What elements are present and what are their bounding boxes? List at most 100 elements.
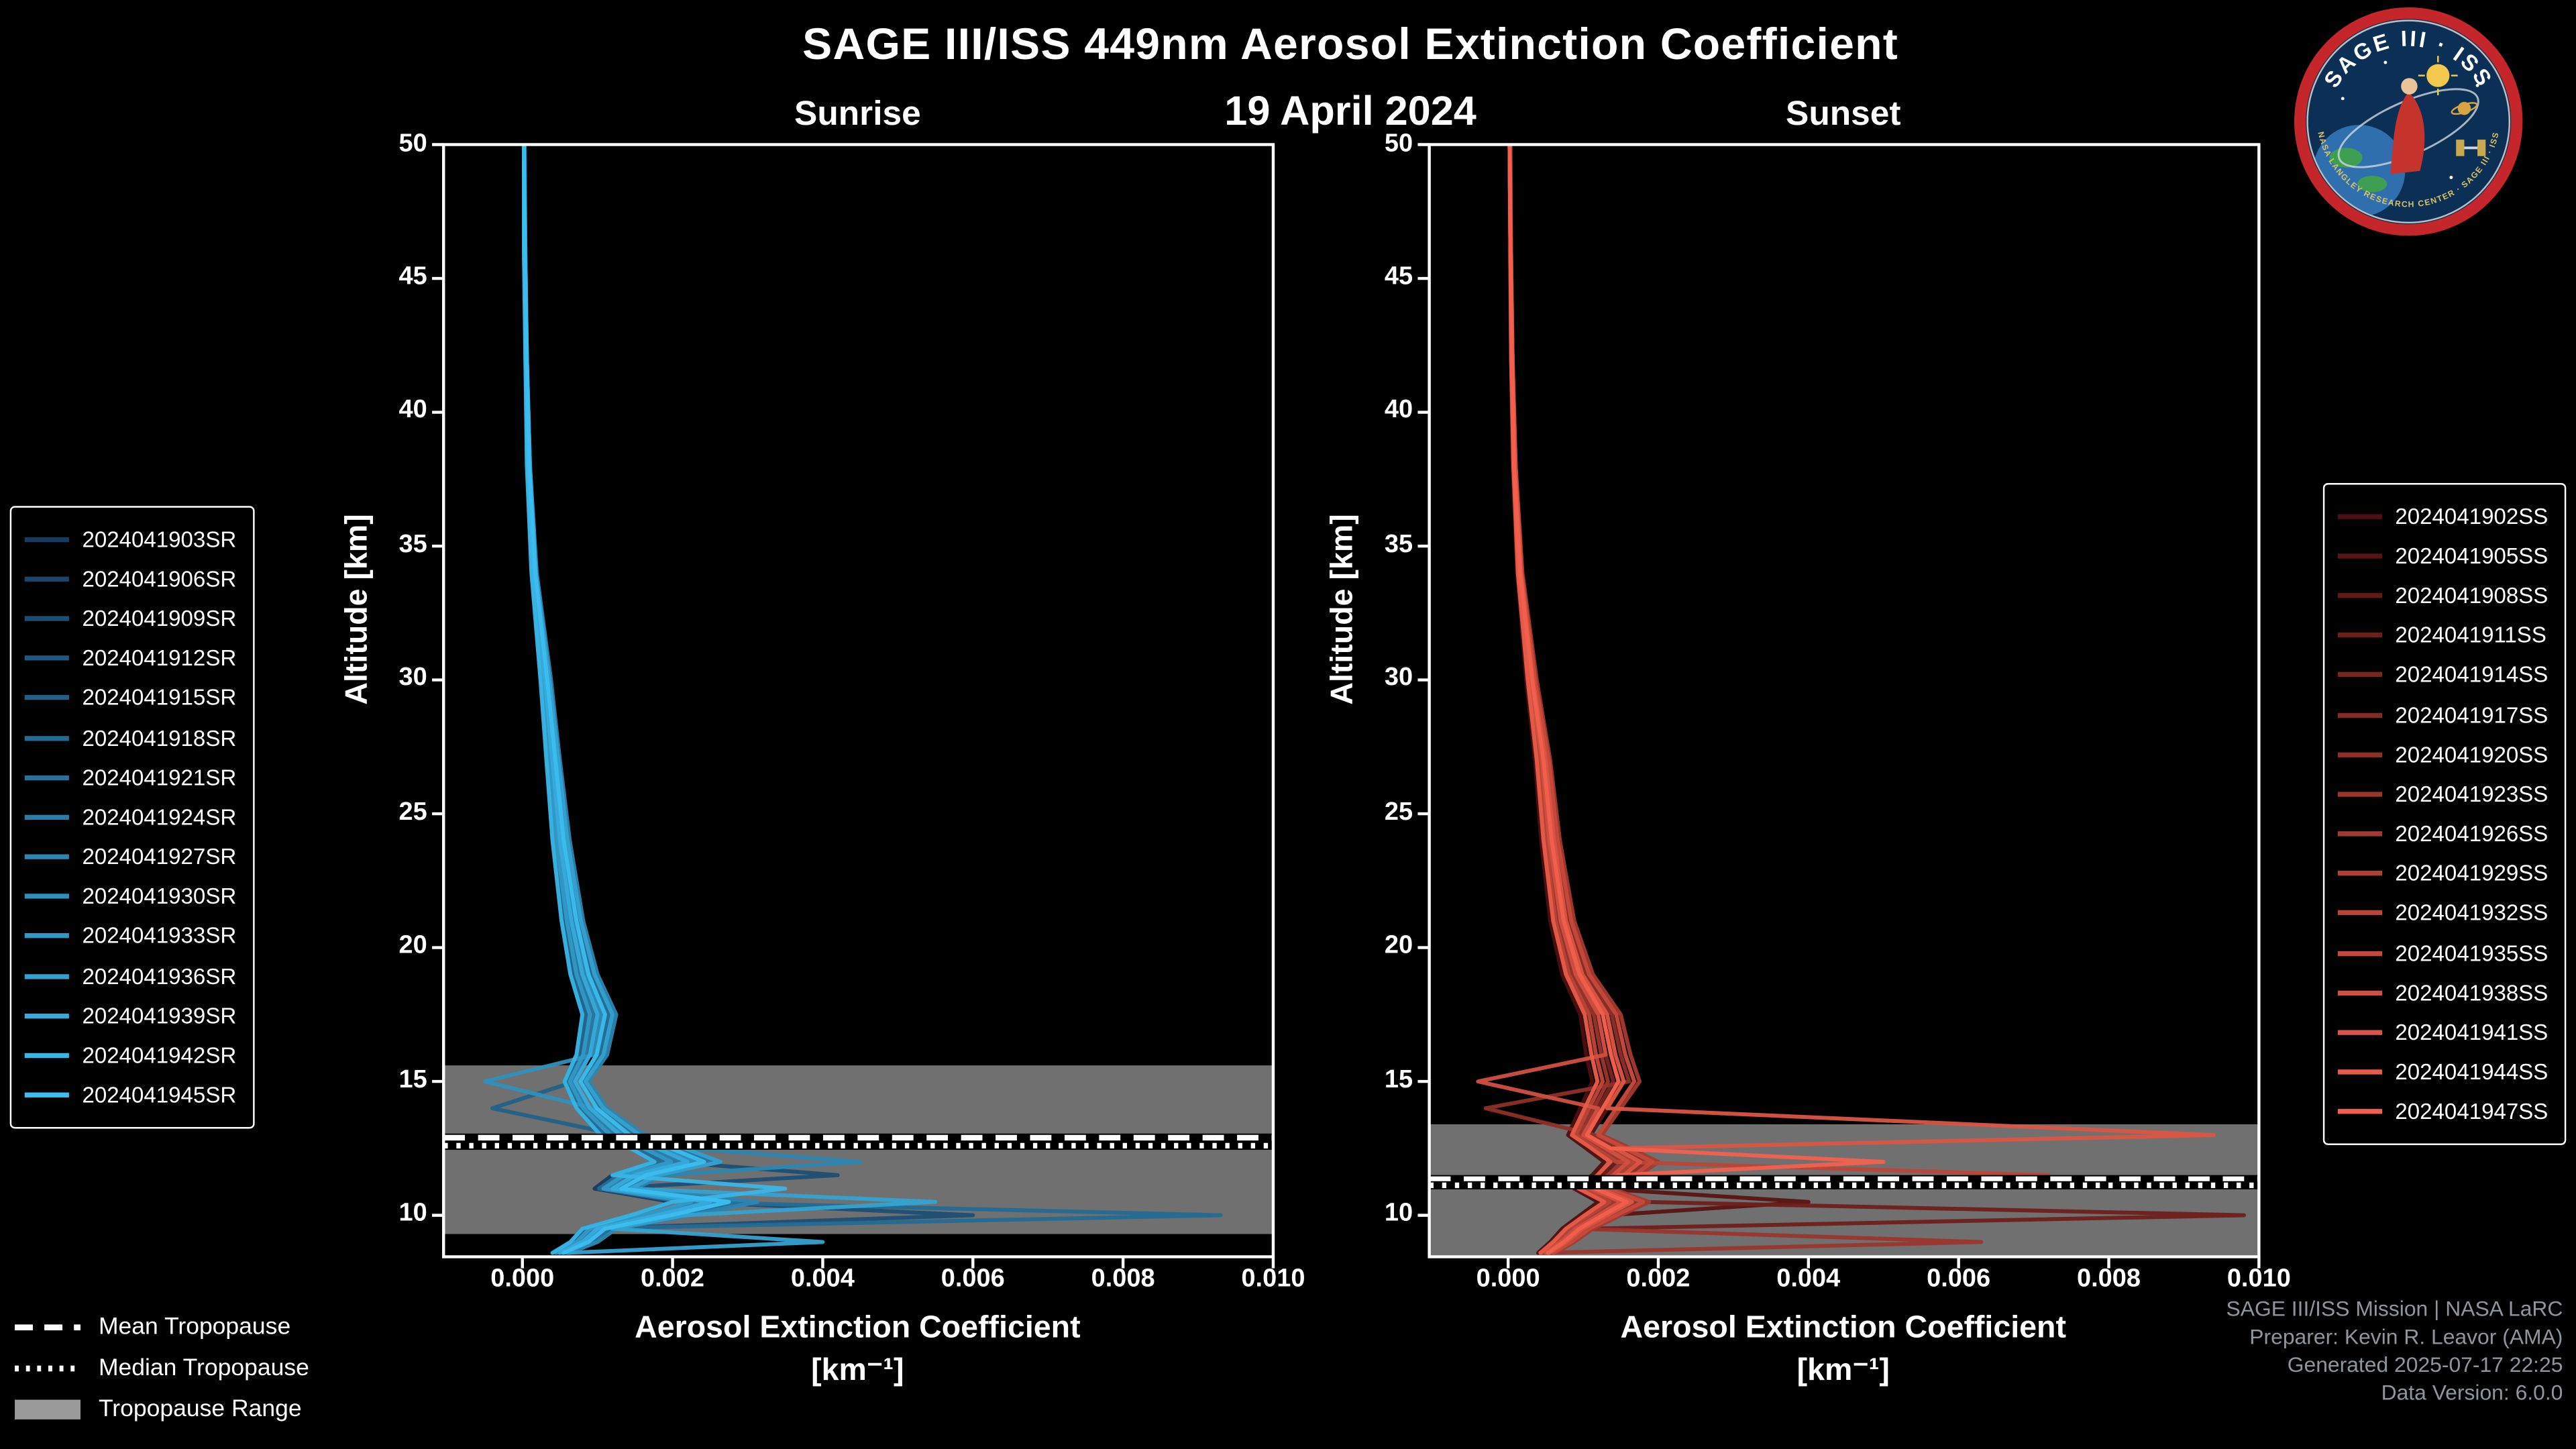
y-tick-label: 15	[398, 1065, 427, 1094]
legend-item: 2024041945SR	[24, 1075, 236, 1115]
x-tick-label: 0.008	[1091, 1265, 1155, 1293]
legend-item: 2024041932SS	[2337, 894, 2548, 933]
legend-label: 2024041938SS	[2395, 980, 2548, 1006]
legend-line-swatch	[2337, 672, 2382, 678]
sunset-plot	[1417, 143, 2261, 1269]
y-tick-label: 40	[398, 396, 427, 425]
median-tropopause-label: Median Tropopause	[98, 1354, 309, 1381]
x-tick-label: 0.000	[490, 1265, 555, 1293]
y-tick-label: 10	[1384, 1199, 1413, 1228]
legend-line-swatch	[24, 775, 69, 780]
y-tick-label: 50	[398, 129, 427, 157]
x-tick-label: 0.002	[1626, 1265, 1690, 1293]
sunrise-plot	[432, 143, 1275, 1269]
legend-line-swatch	[2337, 553, 2382, 559]
legend-label: 2024041935SS	[2395, 941, 2548, 966]
y-tick-label: 25	[1384, 798, 1413, 826]
y-tick-label: 10	[398, 1199, 427, 1228]
legend-label: 2024041918SR	[82, 725, 237, 751]
legend-item: 2024041914SS	[2337, 655, 2548, 695]
legend-line-swatch	[24, 854, 69, 860]
x-tick-label: 0.010	[1241, 1265, 1305, 1293]
legend-item: 2024041905SS	[2337, 536, 2548, 576]
logo-figure	[2390, 92, 2425, 174]
tropopause-range-patch-icon	[15, 1399, 81, 1419]
legend-label: 2024041909SR	[82, 606, 237, 631]
profile-line	[1507, 144, 1984, 1255]
x-tick-label: 0.004	[1776, 1265, 1841, 1293]
legend-label: 2024041915SR	[82, 686, 237, 710]
footer-mission: SAGE III/ISS Mission | NASA LaRC	[2226, 1296, 2563, 1321]
footer-data-version: Data Version: 6.0.0	[2381, 1380, 2563, 1405]
legend-line-swatch	[2337, 951, 2382, 956]
legend-item: 2024041909SR	[24, 598, 237, 638]
y-tick-label: 20	[1384, 932, 1413, 960]
legend-line-swatch	[24, 1093, 69, 1098]
legend-line-swatch	[2337, 633, 2382, 638]
x-axis-label-text: Aerosol Extinction Coefficient	[1620, 1311, 2066, 1346]
legend-label: 2024041926SS	[2395, 821, 2548, 847]
footer-credits: SAGE III/ISS Mission | NASA LaRC Prepare…	[2226, 1295, 2563, 1407]
legend-line-swatch	[24, 616, 69, 621]
legend-line-swatch	[2337, 751, 2382, 757]
legend-label: 2024041947SS	[2395, 1099, 2548, 1125]
profile-line	[522, 144, 788, 1255]
legend-label: 2024041914SS	[2395, 662, 2548, 688]
legend-line-swatch	[2337, 513, 2382, 519]
median-tropopause-dot-icon	[15, 1364, 81, 1371]
legend-item: 2024041906SR	[24, 559, 237, 598]
sunset-x-axis-label: Aerosol Extinction Coefficient [km⁻¹]	[1416, 1307, 2270, 1393]
legend-item: 2024041908SS	[2337, 576, 2548, 615]
legend-label: 2024041929SS	[2395, 861, 2548, 886]
legend-line-swatch	[2337, 910, 2382, 916]
legend-line-swatch	[2337, 831, 2382, 837]
profile-line	[1507, 144, 1613, 1255]
legend-label: 2024041927SR	[82, 845, 237, 869]
plot-frame	[1428, 143, 2261, 1258]
legend-label: 2024041906SR	[82, 566, 237, 592]
legend-line-swatch	[2337, 1030, 2382, 1035]
profile-line	[522, 144, 731, 1255]
legend-label: 2024041944SS	[2395, 1060, 2548, 1085]
mean-tropopause-legend-item: Mean Tropopause	[13, 1306, 309, 1347]
legend-line-swatch	[24, 973, 69, 979]
legend-item: 2024041912SR	[24, 639, 236, 678]
legend-item: 2024041935SS	[2337, 933, 2548, 973]
sunrise-panel-title: Sunrise	[794, 95, 921, 133]
legend-item: 2024041917SS	[2337, 695, 2548, 735]
legend-label: 2024041911SS	[2395, 623, 2546, 648]
x-tick-label: 0.000	[1476, 1265, 1540, 1293]
profile-line	[1507, 144, 1811, 1255]
legend-item: 2024041903SR	[24, 519, 236, 559]
legend-line-swatch	[2337, 1069, 2382, 1075]
legend-label: 2024041941SS	[2395, 1020, 2548, 1045]
legend-label: 2024041924SR	[82, 804, 237, 830]
legend-line-swatch	[2337, 871, 2382, 876]
x-tick-label: 0.006	[1927, 1265, 1991, 1293]
sunset-legend: 2024041902SS 2024041905SS 2024041908SS 2024…	[2322, 483, 2567, 1145]
legend-item: 2024041911SS	[2337, 615, 2548, 655]
legend-line-swatch	[2337, 1110, 2382, 1115]
x-axis-label-units: [km⁻¹]	[811, 1353, 904, 1389]
legend-item: 2024041933SR	[24, 916, 236, 956]
legend-label: 2024041902SS	[2395, 503, 2548, 529]
legend-label: 2024041921SR	[82, 765, 237, 790]
legend-item: 2024041939SR	[24, 996, 236, 1036]
legend-label: 2024041917SS	[2395, 702, 2548, 727]
tropopause-range-label: Tropopause Range	[98, 1395, 302, 1422]
sunrise-x-axis-label: Aerosol Extinction Coefficient [km⁻¹]	[431, 1307, 1285, 1393]
y-tick-label: 45	[398, 262, 427, 291]
legend-label: 2024041936SR	[82, 963, 237, 989]
profile-line	[1507, 144, 1607, 1255]
plot-frame	[442, 143, 1275, 1258]
legend-item: 2024041918SR	[24, 718, 237, 757]
legend-line-swatch	[24, 814, 69, 820]
tropopause-legend: Mean Tropopause Median Tropopause Tropop…	[13, 1306, 309, 1430]
y-tick-label: 40	[1384, 396, 1413, 425]
legend-label: 2024041908SS	[2395, 583, 2548, 608]
legend-item: 2024041921SR	[24, 757, 237, 797]
legend-item: 2024041936SR	[24, 956, 237, 996]
mean-tropopause-label: Mean Tropopause	[98, 1313, 291, 1340]
legend-line-swatch	[2337, 593, 2382, 598]
